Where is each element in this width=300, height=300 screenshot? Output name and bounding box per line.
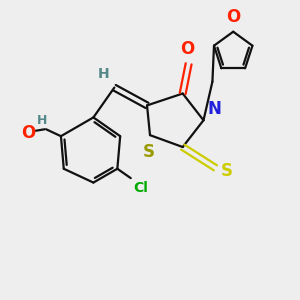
- Text: H: H: [37, 115, 48, 128]
- Text: S: S: [142, 142, 154, 160]
- Text: O: O: [180, 40, 194, 58]
- Text: O: O: [226, 8, 240, 26]
- Text: O: O: [22, 124, 36, 142]
- Text: S: S: [221, 162, 233, 180]
- Text: Cl: Cl: [133, 181, 148, 194]
- Text: H: H: [98, 67, 109, 81]
- Text: N: N: [207, 100, 221, 118]
